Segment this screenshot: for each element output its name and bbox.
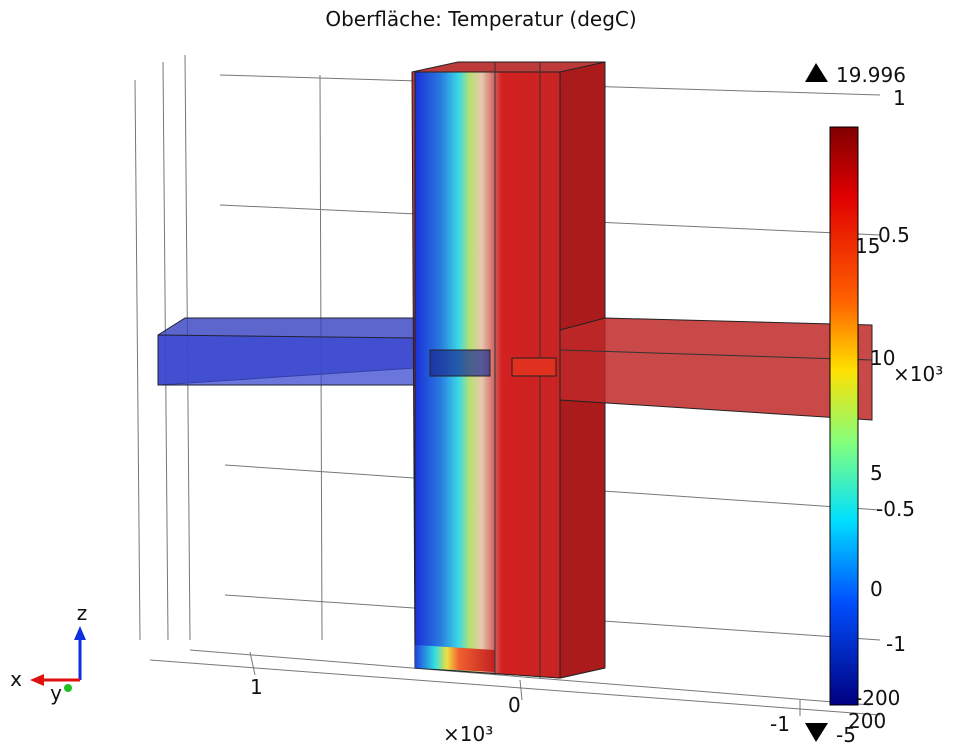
min-marker bbox=[805, 723, 828, 742]
colorbar-tick-label: 15 bbox=[855, 234, 880, 258]
colorbar-tick-label: 5 bbox=[870, 461, 883, 485]
axis-triad: z x y bbox=[10, 601, 87, 705]
x-tick-label: 1 bbox=[250, 675, 263, 699]
z-tick-label: -1 bbox=[770, 712, 790, 736]
triad-y: y bbox=[50, 681, 62, 705]
z-tick-label: 0.5 bbox=[878, 223, 910, 247]
triad-z: z bbox=[77, 601, 88, 625]
z-tick-label: -0.5 bbox=[876, 497, 915, 521]
z-scale: ×10³ bbox=[893, 362, 943, 386]
z-tick-label: -200 bbox=[855, 686, 900, 710]
min-label: -5 bbox=[836, 723, 856, 747]
color-bar bbox=[829, 126, 859, 706]
plot-title: Oberfläche: Temperatur (degC) bbox=[325, 7, 636, 31]
triad-x: x bbox=[10, 667, 22, 691]
z-tick-label: -1 bbox=[886, 632, 906, 656]
colorbar-tick-label: 0 bbox=[870, 577, 883, 601]
z-tick-label: 1 bbox=[893, 86, 906, 110]
max-marker bbox=[805, 63, 828, 82]
color-legend: 19.996 -5 bbox=[805, 63, 906, 747]
x-scale: ×10³ bbox=[443, 722, 493, 746]
max-label: 19.996 bbox=[836, 63, 906, 87]
x-tick-label: 0 bbox=[508, 693, 521, 717]
z-tick-label: 200 bbox=[848, 709, 886, 733]
colorbar-tick-label: 10 bbox=[870, 346, 895, 370]
geometry bbox=[157, 61, 873, 679]
